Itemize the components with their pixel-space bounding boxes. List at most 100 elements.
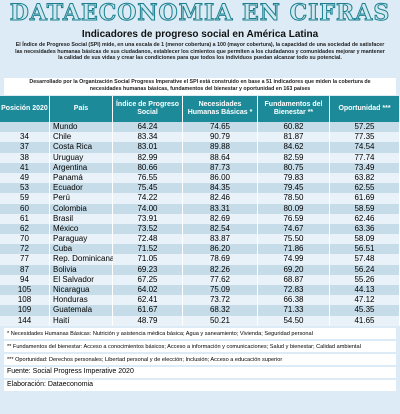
value-cell: 90.79 — [183, 132, 258, 143]
value-cell: 79.83 — [258, 172, 330, 184]
source: Fuente: Social Progress Imperative 2020 — [4, 366, 396, 378]
country-cell: Mundo — [50, 122, 113, 133]
value-cell: 37 — [0, 142, 50, 153]
value-cell: 69.20 — [258, 264, 330, 275]
value-cell: 62.41 — [113, 295, 183, 306]
value-cell: 64.02 — [113, 285, 183, 296]
value-cell: 34 — [0, 132, 50, 143]
value-cell: 61 — [0, 213, 50, 224]
value-cell: 63.82 — [330, 172, 400, 184]
value-cell: 78.50 — [258, 193, 330, 204]
country-cell: Argentina — [50, 162, 113, 173]
value-cell: 73.49 — [330, 162, 400, 173]
value-cell: 83.87 — [183, 234, 258, 245]
value-cell: 109 — [0, 305, 50, 316]
value-cell: 71.52 — [113, 244, 183, 255]
country-cell: Cuba — [50, 244, 113, 255]
value-cell: 82.59 — [258, 152, 330, 163]
value-cell: 54.50 — [258, 315, 330, 326]
value-cell: 58.59 — [330, 203, 400, 214]
value-cell: 83.34 — [113, 132, 183, 143]
value-cell: 73.91 — [113, 213, 183, 224]
value-cell: 74.67 — [258, 223, 330, 235]
value-cell: 108 — [0, 295, 50, 306]
value-cell: 88.64 — [183, 152, 258, 163]
value-cell: 74.22 — [113, 193, 183, 204]
country-cell: Colombia — [50, 203, 113, 214]
value-cell: 75.50 — [258, 234, 330, 245]
value-cell: 82.99 — [113, 152, 183, 163]
column-header: Oportunidad *** — [330, 96, 400, 122]
value-cell: 72.48 — [113, 234, 183, 245]
value-cell: 57.48 — [330, 254, 400, 265]
value-cell: 48.79 — [113, 315, 183, 326]
value-cell: 75.45 — [113, 183, 183, 194]
value-cell: 62.46 — [330, 213, 400, 224]
value-cell: 68.87 — [258, 274, 330, 285]
value-cell: 69.23 — [113, 264, 183, 275]
footnotes: * Necesidades Humanas Básicas: Nutrición… — [0, 327, 400, 365]
value-cell: 60.82 — [258, 122, 330, 133]
column-header: Índice de Progreso Social — [113, 96, 183, 122]
value-cell: 76.55 — [113, 172, 183, 184]
value-cell: 82.26 — [183, 264, 258, 275]
value-cell: 86.00 — [183, 172, 258, 184]
value-cell: 59 — [0, 193, 50, 204]
value-cell: 84.62 — [258, 142, 330, 153]
value-cell: 61.67 — [113, 305, 183, 316]
country-cell: Perú — [50, 193, 113, 204]
value-cell: 57.25 — [330, 122, 400, 133]
value-cell: 82.54 — [183, 223, 258, 235]
value-cell: 74.00 — [113, 203, 183, 214]
country-cell: Ecuador — [50, 183, 113, 194]
value-cell: 49 — [0, 172, 50, 184]
column-header: Necesidades Humanas Básicas * — [183, 96, 258, 122]
value-cell: 94 — [0, 274, 50, 285]
country-cell: El Salvador — [50, 274, 113, 285]
country-cell: Rep. Dominicana — [50, 254, 114, 265]
value-cell: 77.35 — [330, 132, 400, 143]
country-cell: Haití — [50, 315, 113, 326]
value-cell: 45.35 — [330, 305, 400, 316]
value-cell: 60 — [0, 203, 50, 214]
value-cell: 38 — [0, 152, 50, 163]
value-cell: 71.86 — [258, 244, 330, 255]
intro: El Índice de Progreso Social (SPI) mide,… — [15, 42, 385, 62]
value-cell: 144 — [0, 315, 50, 326]
country-cell: Panamá — [50, 172, 113, 184]
value-cell: 74.65 — [183, 122, 258, 133]
value-cell: 86.20 — [183, 244, 258, 255]
value-cell: 58.09 — [330, 234, 400, 245]
value-cell: 81.87 — [258, 132, 330, 143]
value-cell: 80.66 — [113, 162, 183, 173]
column-header: Fundamentos del Bienestar ** — [258, 96, 330, 122]
value-cell: 82.46 — [183, 193, 258, 204]
value-cell: 79.45 — [258, 183, 330, 194]
value-cell: 77 — [0, 254, 50, 265]
value-cell: 56.24 — [330, 264, 400, 275]
country-cell: Paraguay — [50, 234, 113, 245]
value-cell: 68.32 — [183, 305, 258, 316]
value-cell: 77.62 — [183, 274, 258, 285]
title: DATAECONOMIA EN CIFRAS — [9, 0, 391, 27]
value-cell: 63.36 — [330, 223, 400, 235]
column-header: Posición 2020 — [0, 96, 50, 122]
value-cell: 84.35 — [183, 183, 258, 194]
value-cell: 83.01 — [113, 142, 183, 153]
value-cell: 80.75 — [258, 162, 330, 173]
value-cell: 71.05 — [113, 254, 183, 265]
country-cell: Uruguay — [50, 152, 113, 163]
value-cell: 77.74 — [330, 152, 400, 163]
value-cell: 89.88 — [183, 142, 258, 153]
country-cell: Nicaragua — [50, 285, 113, 296]
value-cell: 41.65 — [330, 315, 400, 326]
credit: Elaboración: Dataeconomia — [4, 379, 396, 391]
subtitle: Indicadores de progreso social en Améric… — [81, 29, 319, 40]
country-cell: Bolivia — [50, 264, 113, 275]
value-cell: 80.09 — [258, 203, 330, 214]
table: Posición 2020 País Índice de Progreso Soci… — [0, 96, 400, 326]
value-cell: 73.52 — [113, 223, 183, 235]
value-cell: 64.24 — [113, 122, 183, 133]
value-cell: 70 — [0, 234, 50, 245]
